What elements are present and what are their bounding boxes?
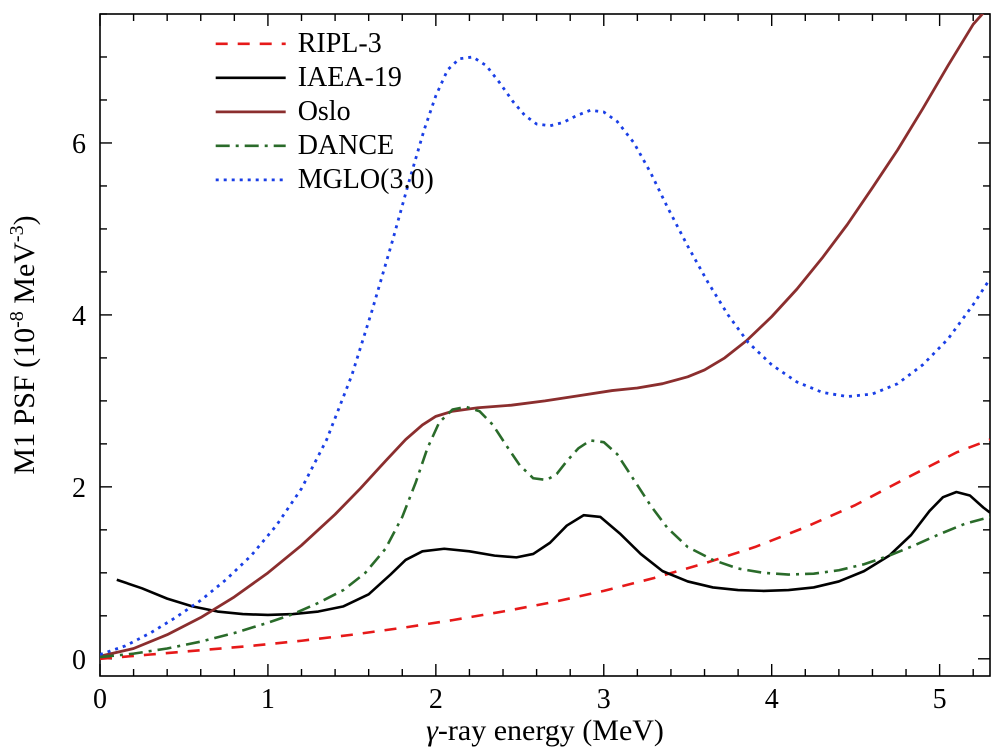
y-tick-label: 4 (72, 301, 86, 332)
legend-label: IAEA-19 (298, 62, 402, 93)
legend-label: Oslo (298, 96, 351, 127)
legend-label: DANCE (298, 130, 394, 161)
y-axis-label: M1 PSF (10-8 MeV-3) (6, 215, 41, 474)
x-tick-label: 4 (765, 684, 779, 715)
y-tick-label: 6 (72, 129, 86, 160)
y-tick-label: 0 (72, 645, 86, 676)
x-tick-label: 0 (93, 684, 107, 715)
x-tick-label: 5 (933, 684, 947, 715)
x-tick-label: 2 (429, 684, 443, 715)
x-tick-label: 3 (597, 684, 611, 715)
x-axis-label: γ-ray energy (MeV) (426, 714, 664, 747)
y-tick-label: 2 (72, 473, 86, 504)
legend-label: MGLO(3.0) (298, 164, 434, 195)
x-tick-label: 1 (261, 684, 275, 715)
psf-line-chart: 0 1 2 3 4 5 0 2 4 6 γ-ray energy (MeV) M1 PSF (10-8… (0, 0, 1000, 752)
legend-label: RIPL-3 (298, 28, 382, 59)
chart-background (0, 0, 1000, 752)
chart-container: 0 1 2 3 4 5 0 2 4 6 γ-ray energy (MeV) M1 PSF (10-8… (0, 0, 1000, 752)
